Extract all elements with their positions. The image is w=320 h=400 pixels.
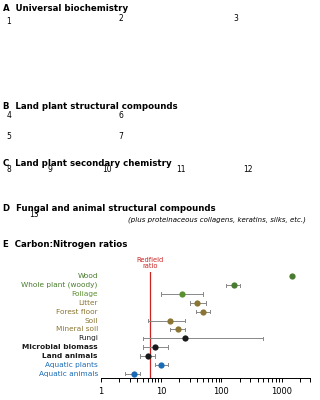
Text: 10: 10 — [102, 165, 112, 174]
Text: Aquatic animals: Aquatic animals — [38, 370, 98, 376]
Text: Land animals: Land animals — [43, 353, 98, 359]
Text: 12: 12 — [243, 165, 253, 174]
Text: 5: 5 — [6, 132, 11, 140]
Text: 7: 7 — [118, 132, 123, 140]
Text: 9: 9 — [48, 165, 53, 174]
Text: 4: 4 — [6, 111, 11, 120]
Text: E  Carbon:Nitrogen ratios: E Carbon:Nitrogen ratios — [3, 240, 128, 249]
Text: 8: 8 — [6, 165, 11, 174]
Text: Wood: Wood — [77, 274, 98, 280]
Text: B  Land plant structural compounds: B Land plant structural compounds — [3, 102, 178, 111]
Text: Whole plant (woody): Whole plant (woody) — [21, 282, 98, 288]
Text: Redfield
ratio: Redfield ratio — [137, 257, 164, 269]
Text: A  Universal biochemistry: A Universal biochemistry — [3, 4, 128, 13]
Text: 3: 3 — [234, 14, 238, 23]
Text: Fungi: Fungi — [78, 335, 98, 341]
Text: Microbial biomass: Microbial biomass — [22, 344, 98, 350]
Text: 13: 13 — [29, 210, 38, 219]
Text: (plus proteinaceous collagens, keratins, silks, etc.): (plus proteinaceous collagens, keratins,… — [128, 217, 306, 223]
Text: C  Land plant secondary chemistry: C Land plant secondary chemistry — [3, 159, 172, 168]
Text: 11: 11 — [176, 165, 186, 174]
Text: Aquatic plants: Aquatic plants — [45, 362, 98, 368]
Text: 6: 6 — [118, 111, 123, 120]
Text: 2: 2 — [118, 14, 123, 23]
Text: D  Fungal and animal structural compounds: D Fungal and animal structural compounds — [3, 204, 216, 213]
Text: 1: 1 — [6, 17, 11, 26]
Text: Litter: Litter — [78, 300, 98, 306]
Text: Mineral soil: Mineral soil — [56, 326, 98, 332]
Text: Soil: Soil — [84, 318, 98, 324]
Text: Forest floor: Forest floor — [56, 309, 98, 315]
Text: Foliage: Foliage — [71, 291, 98, 297]
